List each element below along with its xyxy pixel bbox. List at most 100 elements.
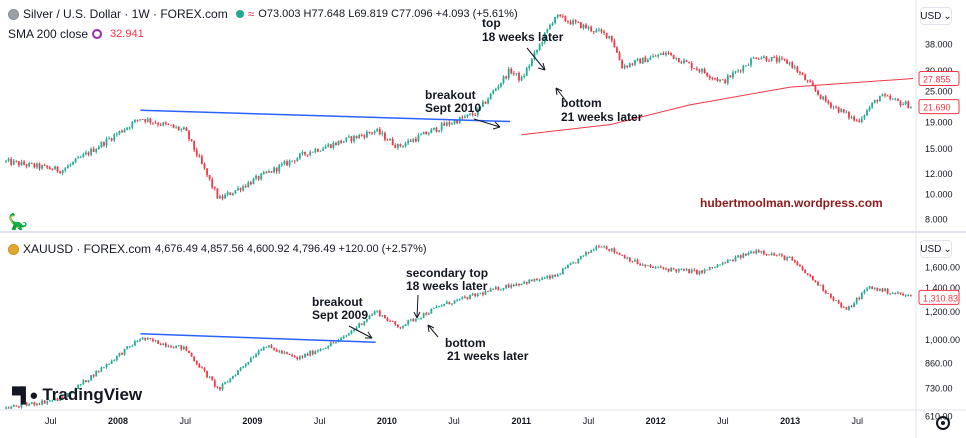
- y-tick-label: 10.000: [925, 190, 953, 200]
- candle-body: [708, 76, 711, 79]
- candle-body: [448, 122, 451, 125]
- candle-body: [623, 65, 626, 69]
- candle-body: [781, 57, 783, 59]
- candle-body: [582, 255, 585, 257]
- candle-body: [329, 144, 332, 148]
- candle-body: [662, 267, 665, 269]
- candle-body: [703, 68, 706, 74]
- candle-body: [92, 375, 95, 377]
- candle-body: [77, 157, 80, 159]
- candle-body: [15, 405, 18, 407]
- candle-body: [108, 138, 111, 140]
- candle-body: [288, 353, 291, 355]
- candle-body: [665, 268, 667, 270]
- candle-body: [510, 68, 513, 74]
- candle-body: [54, 398, 56, 401]
- candle-body: [719, 264, 721, 266]
- candle-body: [172, 125, 175, 128]
- candle-body: [103, 142, 105, 146]
- candle-body: [170, 346, 172, 348]
- candle-body: [685, 269, 688, 271]
- candle-body: [291, 160, 294, 162]
- candle-body: [213, 187, 216, 189]
- candle-body: [739, 70, 742, 72]
- dino-icon[interactable]: 🦕: [8, 214, 28, 231]
- candle-body: [698, 270, 701, 275]
- candle-body: [30, 402, 33, 404]
- candle-body: [572, 20, 575, 25]
- candle-body: [203, 163, 206, 169]
- candle-body: [257, 350, 260, 355]
- candle-body: [463, 296, 466, 298]
- candle-body: [608, 35, 611, 38]
- candle-body: [819, 284, 822, 286]
- candle-body: [283, 161, 286, 164]
- candle-body: [801, 266, 804, 271]
- candle-body: [146, 338, 149, 340]
- candle-body: [82, 380, 85, 385]
- candle-body: [577, 21, 580, 23]
- candle-body: [799, 72, 801, 74]
- candle-body: [389, 321, 391, 322]
- candle-body: [61, 170, 64, 174]
- candle-body: [208, 376, 211, 378]
- candle-body: [757, 250, 760, 253]
- candle-body: [469, 113, 471, 115]
- candle-body: [693, 68, 696, 70]
- candle-body: [618, 252, 621, 255]
- top-legend[interactable]: Silver / U.S. Dollar · 1W · FOREX.com ≈ …: [8, 7, 518, 21]
- candle-body: [177, 345, 180, 347]
- candle-body: [103, 367, 105, 368]
- settings-icon[interactable]: [936, 416, 950, 430]
- sma-settings-icon[interactable]: [92, 29, 103, 39]
- candle-body: [907, 101, 910, 109]
- candle-body: [121, 353, 123, 355]
- candle-body: [115, 355, 118, 361]
- tradingview-logo[interactable]: ▀▌● TradingView: [12, 385, 142, 405]
- candle-body: [87, 380, 90, 383]
- candle-body: [77, 384, 80, 390]
- currency-button-bottom[interactable]: USD ⌄: [920, 240, 952, 258]
- candle-body: [858, 298, 861, 300]
- currency-button-top[interactable]: USD ⌄: [920, 7, 952, 25]
- candle-body: [123, 129, 126, 133]
- candle-body: [82, 154, 85, 157]
- candle-body: [314, 351, 317, 355]
- candle-body: [265, 347, 268, 348]
- candle-body: [20, 161, 23, 166]
- candle-body: [672, 54, 675, 59]
- candle-body: [474, 293, 477, 297]
- candle-body: [902, 293, 904, 296]
- candle-body: [219, 196, 221, 199]
- candle-body: [239, 188, 242, 191]
- candle-body: [182, 127, 185, 130]
- candle-body: [92, 148, 95, 152]
- bottom-legend[interactable]: XAUUSD · FOREX.com 4,676.49 4,857.56 4,6…: [8, 242, 427, 256]
- price-label-box: [918, 289, 960, 305]
- candle-body: [216, 188, 219, 199]
- candle-body: [502, 76, 505, 83]
- candle-body: [371, 314, 373, 316]
- candle-body: [610, 35, 613, 41]
- candle-body: [554, 17, 556, 24]
- candle-body: [667, 268, 670, 272]
- candle-body: [353, 135, 355, 142]
- candle-body: [881, 288, 884, 292]
- candle-body: [391, 138, 394, 146]
- sma-legend[interactable]: SMA 200 close 32.941: [8, 27, 144, 41]
- candle-body: [234, 375, 237, 377]
- candle-body: [301, 356, 304, 358]
- candle-body: [585, 24, 587, 29]
- candle-body: [286, 352, 288, 354]
- candle-body: [219, 387, 221, 390]
- candle-body: [340, 338, 343, 341]
- candle-body: [672, 268, 675, 270]
- candle-body: [208, 175, 211, 180]
- candle-body: [66, 393, 69, 398]
- candle-body: [384, 132, 386, 140]
- candle-body: [51, 169, 54, 170]
- candle-body: [64, 168, 67, 171]
- candle-body: [752, 251, 755, 254]
- wave-icon: ≈: [247, 7, 255, 21]
- candle-body: [855, 120, 858, 121]
